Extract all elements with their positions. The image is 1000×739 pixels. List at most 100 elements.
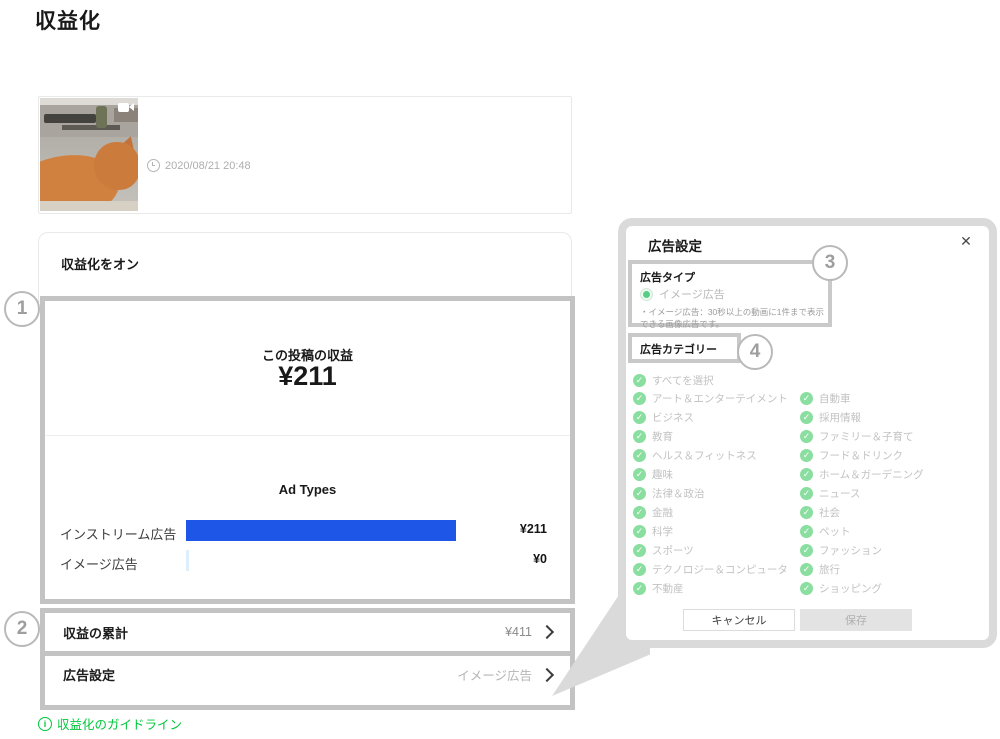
check-icon: [800, 525, 813, 538]
check-icon: [800, 411, 813, 424]
category-checkbox[interactable]: 法律＆政治: [633, 484, 803, 503]
select-all-row[interactable]: すべてを選択: [633, 371, 714, 390]
category-checkbox[interactable]: ファッション: [800, 541, 970, 560]
category-label: 旅行: [819, 564, 840, 576]
divider: [45, 435, 570, 436]
annotation-circle-2: 2: [4, 611, 40, 647]
category-checkbox[interactable]: ビジネス: [633, 408, 803, 427]
category-checkbox[interactable]: ペット: [800, 522, 970, 541]
category-label: ニュース: [819, 488, 861, 500]
check-icon: [800, 544, 813, 557]
post-revenue-title: この投稿の収益: [261, 348, 353, 363]
close-icon[interactable]: ✕: [960, 233, 972, 249]
category-checkbox[interactable]: フード＆ドリンク: [800, 446, 970, 465]
total-revenue-value: ¥411: [505, 625, 532, 639]
ad-settings-value: イメージ広告: [457, 669, 532, 683]
dialog-title: 広告設定: [648, 239, 702, 254]
chevron-right-icon: [539, 667, 555, 682]
category-checkbox[interactable]: 社会: [800, 503, 970, 522]
chart-row-value: ¥211: [519, 522, 547, 536]
category-checkbox[interactable]: スポーツ: [633, 541, 803, 560]
check-icon: [800, 506, 813, 519]
save-button[interactable]: 保存: [800, 609, 912, 631]
post-card[interactable]: 2020/08/21 20:48: [38, 96, 572, 214]
category-checkbox[interactable]: ホーム＆ガーデニング: [800, 465, 970, 484]
highlight-region-2b: 広告設定 イメージ広告: [40, 651, 575, 710]
category-checkbox[interactable]: 不動産: [633, 579, 803, 598]
category-label: 社会: [819, 507, 840, 519]
check-icon: [633, 449, 646, 462]
ad-types-chart-title: Ad Types: [278, 482, 337, 497]
category-checkbox[interactable]: 科学: [633, 522, 803, 541]
annotation-circle-3: 3: [812, 245, 848, 281]
category-label: ショッピング: [819, 583, 882, 595]
category-label: スポーツ: [652, 545, 694, 557]
monetize-on-label: 収益化をオン: [61, 257, 140, 272]
check-icon: [800, 468, 813, 481]
category-label: フード＆ドリンク: [819, 450, 903, 462]
category-label: テクノロジー＆コンピュータ: [652, 564, 788, 576]
check-icon: [633, 525, 646, 538]
category-checkbox[interactable]: 旅行: [800, 560, 970, 579]
category-label: ホーム＆ガーデニング: [819, 469, 924, 481]
category-label: 採用情報: [819, 412, 861, 424]
category-checkbox[interactable]: アート＆エンターテイメント: [633, 389, 803, 408]
ad-category-heading-box: 広告カテゴリー: [628, 333, 741, 363]
chart-row-value: ¥0: [533, 552, 547, 566]
category-checkbox[interactable]: テクノロジー＆コンピュータ: [633, 560, 803, 579]
ad-category-heading: 広告カテゴリー: [640, 344, 717, 356]
cancel-button[interactable]: キャンセル: [683, 609, 795, 631]
category-checkbox[interactable]: ヘルス＆フィットネス: [633, 446, 803, 465]
category-label: 趣味: [652, 469, 673, 481]
ad-settings-row[interactable]: 広告設定 イメージ広告: [45, 656, 570, 705]
guideline-link-label: 収益化のガイドライン: [57, 718, 183, 732]
check-icon: [633, 430, 646, 443]
category-label: 法律＆政治: [652, 488, 705, 500]
annotation-circle-1: 1: [4, 291, 40, 327]
check-icon: [633, 563, 646, 576]
check-icon: [800, 449, 813, 462]
chart-row-label: イメージ広告: [60, 557, 138, 572]
category-label: 自動車: [819, 393, 851, 405]
clock-icon: [147, 159, 160, 172]
radio-selected-icon: [640, 287, 653, 301]
category-checkbox[interactable]: ファミリー＆子育て: [800, 427, 970, 446]
check-icon: [633, 411, 646, 424]
category-label: ヘルス＆フィットネス: [652, 450, 757, 462]
ad-settings-dialog: 広告設定 ✕ 広告タイプ イメージ広告 ・イメージ広告：30秒以上の動画に1件ま…: [618, 218, 997, 648]
info-icon: [38, 716, 52, 731]
category-checkbox[interactable]: 趣味: [633, 465, 803, 484]
total-revenue-label: 収益の累計: [63, 625, 129, 641]
check-icon: [633, 582, 646, 595]
post-timestamp: 2020/08/21 20:48: [147, 159, 251, 172]
category-checkbox[interactable]: 金融: [633, 503, 803, 522]
annotation-circle-4: 4: [737, 334, 773, 370]
chart-row-label: インストリーム広告: [60, 527, 177, 542]
cat-head: [94, 142, 138, 190]
check-icon: [633, 506, 646, 519]
radio-label: イメージ広告: [659, 289, 725, 301]
chart-bar-image-ad: [186, 550, 189, 571]
category-checkbox[interactable]: ショッピング: [800, 579, 970, 598]
category-checkbox[interactable]: ニュース: [800, 484, 970, 503]
category-checkbox[interactable]: 採用情報: [800, 408, 970, 427]
post-revenue-amount: ¥211: [278, 361, 337, 391]
category-checkbox[interactable]: 自動車: [800, 389, 970, 408]
chart-bar-instream: [186, 520, 456, 541]
check-icon: [633, 374, 646, 387]
monetization-guideline-link[interactable]: 収益化のガイドライン: [38, 714, 182, 733]
post-timestamp-text: 2020/08/21 20:48: [165, 159, 251, 172]
category-label: アート＆エンターテイメント: [652, 393, 788, 405]
ad-type-section: 広告タイプ イメージ広告 ・イメージ広告：30秒以上の動画に1件まで表示できる画…: [628, 260, 832, 329]
ad-type-radio-option[interactable]: イメージ広告: [640, 286, 725, 302]
total-revenue-row[interactable]: 収益の累計 ¥411: [45, 613, 570, 651]
category-checkbox[interactable]: 教育: [633, 427, 803, 446]
ad-type-heading: 広告タイプ: [640, 272, 695, 284]
check-icon: [800, 487, 813, 500]
chevron-right-icon: [539, 624, 555, 640]
category-column-left: アート＆エンターテイメント ビジネス 教育 ヘルス＆フィットネス 趣味 法律＆政…: [633, 389, 803, 598]
category-column-right: 自動車 採用情報 ファミリー＆子育て フード＆ドリンク ホーム＆ガーデニング ニ…: [800, 389, 970, 598]
check-icon: [633, 487, 646, 500]
category-label: 金融: [652, 507, 673, 519]
